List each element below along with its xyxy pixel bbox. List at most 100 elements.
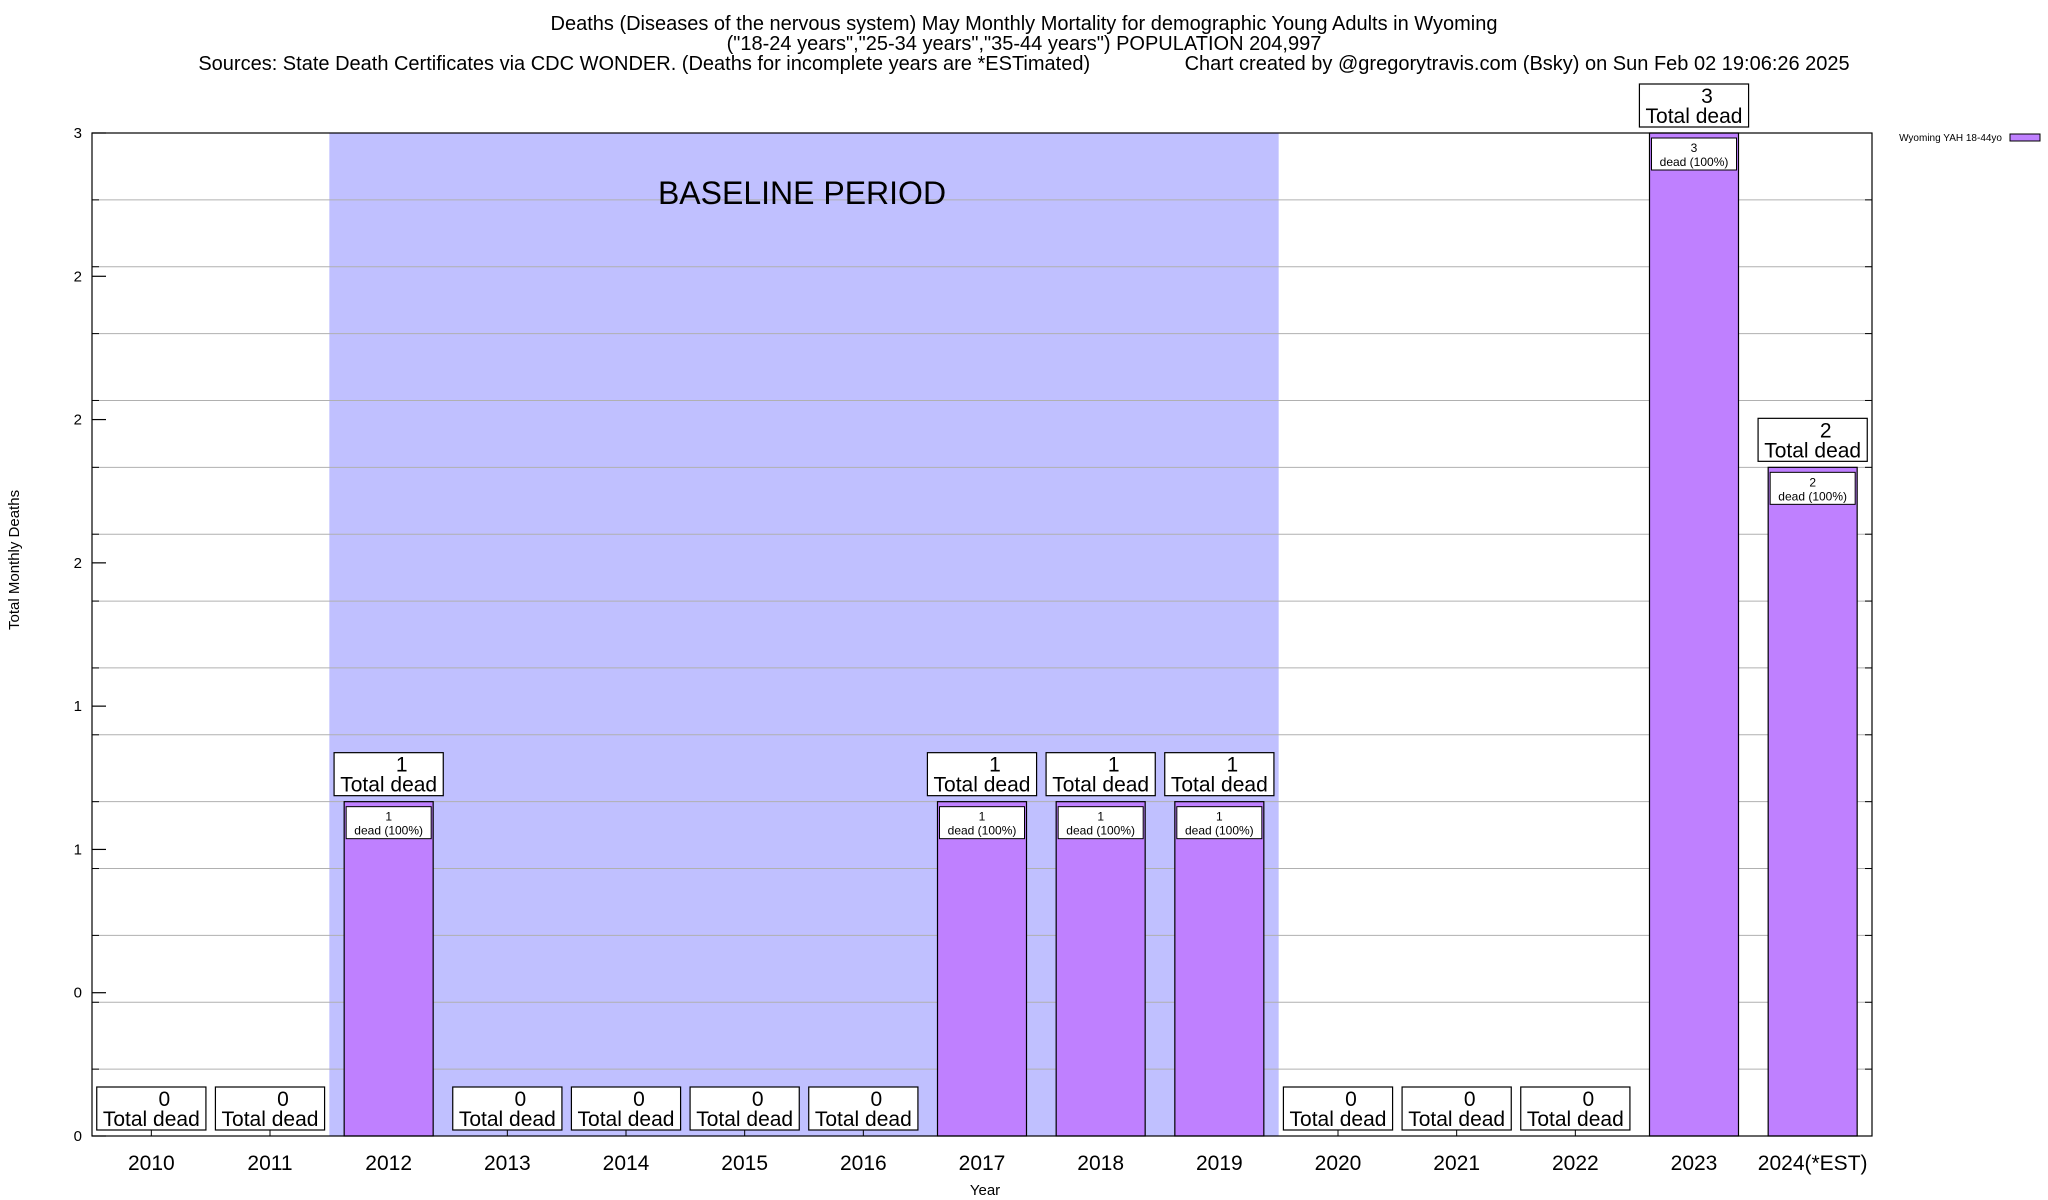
total-label-box (214, 1086, 326, 1131)
x-tick-label: 2023 (1671, 1152, 1718, 1175)
total-label-text: Total dead (1764, 439, 1861, 462)
total-label-value: 0 (752, 1088, 764, 1111)
total-label-value: 0 (1464, 1088, 1476, 1111)
bar-inner-label-value: 1 (1097, 810, 1104, 824)
bar-inner-label-text: dead (100%) (948, 824, 1017, 838)
y-axis-title: Total Monthly Deaths (6, 489, 23, 630)
bar-inner-label-text: dead (100%) (354, 824, 423, 838)
total-label-value: 1 (1226, 754, 1238, 777)
bar-inner-label-box (1176, 806, 1263, 840)
total-label-text: Total dead (934, 774, 1031, 797)
x-axis-title: Year (969, 1182, 1001, 1199)
y-tick-label: 3 (74, 125, 82, 142)
total-label-text: Total dead (103, 1108, 200, 1131)
total-label-text: Total dead (1171, 774, 1268, 797)
x-tick-label: 2018 (1077, 1152, 1124, 1175)
total-label-text: Total dead (1052, 774, 1149, 797)
total-label-text: Total dead (1646, 105, 1743, 128)
bar-inner-label-text: dead (100%) (1066, 824, 1135, 838)
bar-inner-label-box (1651, 137, 1737, 171)
total-label-text: Total dead (340, 774, 437, 797)
total-label-box (1401, 1086, 1512, 1131)
total-label-box (452, 1086, 563, 1131)
bar (1767, 466, 1858, 1137)
x-tick-label: 2022 (1552, 1152, 1599, 1175)
total-label-value: 0 (1345, 1088, 1357, 1111)
total-label-text: Total dead (1408, 1108, 1505, 1131)
total-label-box (1045, 752, 1156, 797)
total-label-value: 2 (1820, 419, 1832, 442)
total-label-value: 0 (158, 1088, 170, 1111)
x-tick-label: 2024(*EST) (1758, 1152, 1868, 1175)
x-tick-label: 2021 (1433, 1152, 1480, 1175)
bar-inner-label-value: 1 (1216, 810, 1223, 824)
y-tick-label: 1 (74, 698, 82, 715)
y-tick-label: 0 (74, 985, 82, 1002)
bar-inner-label-box (1057, 806, 1144, 840)
total-label-box (808, 1086, 919, 1131)
total-label-value: 0 (633, 1088, 645, 1111)
total-label-value: 0 (277, 1088, 289, 1111)
x-tick-label: 2017 (959, 1152, 1006, 1175)
legend-swatch (2009, 133, 2041, 142)
total-label-box (1282, 1086, 1394, 1131)
chart-title-line-1: Deaths (Diseases of the nervous system) … (550, 13, 1498, 35)
x-tick-label: 2016 (840, 1152, 887, 1175)
total-label-text: Total dead (815, 1108, 912, 1131)
total-label-text: Total dead (1290, 1108, 1387, 1131)
y-tick-label: 2 (74, 412, 82, 429)
y-tick-label: 1 (74, 841, 82, 858)
legend-label: Wyoming YAH 18-44yo (1899, 133, 2002, 144)
bar (1648, 132, 1740, 1137)
total-label-box (1757, 417, 1868, 462)
total-label-value: 1 (989, 754, 1001, 777)
y-tick-label: 2 (74, 268, 82, 285)
bar-inner-label-value: 1 (979, 810, 986, 824)
y-tick-label: 2 (74, 555, 82, 572)
total-label-text: Total dead (696, 1108, 793, 1131)
total-label-value: 1 (396, 754, 408, 777)
plot-frame (91, 132, 1873, 1137)
total-label-box (1638, 83, 1750, 128)
y-tick-label: 0 (74, 1128, 82, 1145)
total-label-box (689, 1086, 800, 1131)
bar (1055, 801, 1146, 1137)
bar (1174, 801, 1265, 1137)
chart-title-line-3: Sources: State Death Certificates via CD… (198, 53, 1850, 75)
chart-title-line-2: ("18-24 years","25-34 years","35-44 year… (726, 33, 1322, 55)
total-label-text: Total dead (222, 1108, 319, 1131)
bar-inner-label-box (939, 806, 1025, 840)
bar (936, 801, 1028, 1137)
total-label-value: 0 (870, 1088, 882, 1111)
total-label-box (926, 752, 1038, 797)
bar-inner-label-text: dead (100%) (1778, 489, 1847, 503)
x-tick-label: 2011 (247, 1152, 292, 1175)
total-label-text: Total dead (578, 1108, 675, 1131)
total-label-value: 0 (1582, 1088, 1594, 1111)
total-label-box (570, 1086, 682, 1131)
bar-inner-label-value: 2 (1809, 475, 1816, 489)
total-label-box (333, 752, 444, 797)
x-tick-label: 2015 (721, 1152, 768, 1175)
bar-inner-label-box (1769, 471, 1856, 505)
bar-inner-label-text: dead (100%) (1660, 155, 1729, 169)
total-label-box (1520, 1086, 1631, 1131)
bar-inner-label-box (345, 806, 432, 840)
x-tick-label: 2010 (128, 1152, 175, 1175)
bar-inner-label-text: dead (100%) (1185, 824, 1254, 838)
x-tick-label: 2012 (365, 1152, 412, 1175)
x-tick-label: 2020 (1315, 1152, 1362, 1175)
x-tick-label: 2019 (1196, 1152, 1243, 1175)
baseline-period-label: BASELINE PERIOD (658, 175, 946, 211)
total-label-box (1164, 752, 1275, 797)
total-label-box (96, 1086, 207, 1131)
total-label-text: Total dead (459, 1108, 556, 1131)
bar (343, 801, 434, 1137)
total-label-value: 3 (1701, 85, 1713, 108)
total-label-value: 1 (1108, 754, 1120, 777)
bar-inner-label-value: 3 (1691, 141, 1698, 155)
x-tick-label: 2014 (603, 1152, 650, 1175)
total-label-text: Total dead (1527, 1108, 1624, 1131)
total-label-value: 0 (514, 1088, 526, 1111)
bar-inner-label-value: 1 (385, 810, 392, 824)
